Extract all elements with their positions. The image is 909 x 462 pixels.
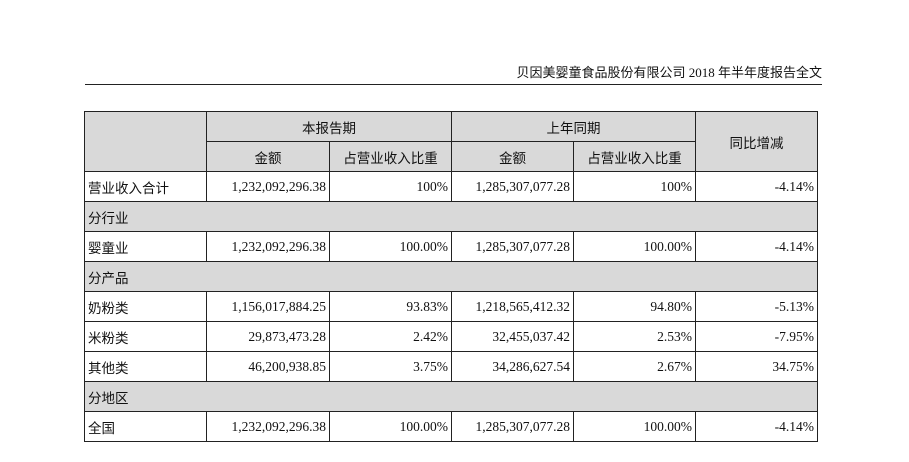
cell-value: 34.75% xyxy=(695,351,818,382)
cell-value: -4.14% xyxy=(695,171,818,202)
row-label: 其他类 xyxy=(84,351,207,382)
table-row: 本报告期 上年同期 同比增减 xyxy=(84,111,818,172)
cell-value: 93.83% xyxy=(329,291,452,322)
cell-value: 1,232,092,296.38 xyxy=(206,171,330,202)
table-row: 全国 1,232,092,296.38 100.00% 1,285,307,077.2… xyxy=(84,411,818,442)
cell-value: 1,232,092,296.38 xyxy=(206,231,330,262)
cell-value: 46,200,938.85 xyxy=(206,351,330,382)
cell-value: 1,285,307,077.28 xyxy=(451,411,574,442)
row-label: 奶粉类 xyxy=(84,291,207,322)
sub-header: 金额 xyxy=(206,141,330,172)
cell-value: 100% xyxy=(329,171,452,202)
table-row: 分产品 xyxy=(84,261,818,292)
sub-header: 金额 xyxy=(451,141,574,172)
cell-value: -5.13% xyxy=(695,291,818,322)
cell-value: 100.00% xyxy=(329,411,452,442)
corner-cell xyxy=(84,111,207,172)
revenue-table: 本报告期 上年同期 同比增减 金额 占营业收入比重 金额 占营业收入比重 营业收入合计 1,23… xyxy=(84,111,818,442)
table-row: 米粉类 29,873,473.28 2.42% 32,455,037.42 2.53% -… xyxy=(84,321,818,352)
table-row: 奶粉类 1,156,017,884.25 93.83% 1,218,565,412.3… xyxy=(84,291,818,322)
cell-value: 34,286,627.54 xyxy=(451,351,574,382)
cell-value: 2.42% xyxy=(329,321,452,352)
sub-header: 占营业收入比重 xyxy=(573,141,696,172)
group-header: 本报告期 xyxy=(206,111,452,142)
cell-value: 1,285,307,077.28 xyxy=(451,171,574,202)
section-label: 分产品 xyxy=(84,261,818,292)
cell-value: 2.67% xyxy=(573,351,696,382)
table-row: 分行业 xyxy=(84,201,818,232)
table-row: 分地区 xyxy=(84,381,818,412)
cell-value: 100.00% xyxy=(329,231,452,262)
table-row: 其他类 46,200,938.85 3.75% 34,286,627.54 2.67% 3… xyxy=(84,351,818,382)
table-row: 婴童业 1,232,092,296.38 100.00% 1,285,307,077.… xyxy=(84,231,818,262)
cell-value: 100% xyxy=(573,171,696,202)
group-header: 上年同期 xyxy=(451,111,696,142)
cell-value: 1,285,307,077.28 xyxy=(451,231,574,262)
row-label: 营业收入合计 xyxy=(84,171,207,202)
cell-value: -7.95% xyxy=(695,321,818,352)
table-row: 金额 占营业收入比重 金额 占营业收入比重 xyxy=(85,141,818,172)
section-label: 分地区 xyxy=(84,381,818,412)
cell-value: 32,455,037.42 xyxy=(451,321,574,352)
cell-value: 3.75% xyxy=(329,351,452,382)
cell-value: 1,232,092,296.38 xyxy=(206,411,330,442)
cell-value: 1,218,565,412.32 xyxy=(451,291,574,322)
cell-value: -4.14% xyxy=(695,231,818,262)
cell-value: 94.80% xyxy=(573,291,696,322)
sub-header: 占营业收入比重 xyxy=(329,141,452,172)
cell-value: 29,873,473.28 xyxy=(206,321,330,352)
cell-value: 100.00% xyxy=(573,231,696,262)
report-header: 贝因美婴童食品股份有限公司 2018 年半年度报告全文 xyxy=(85,63,822,85)
cell-value: 1,156,017,884.25 xyxy=(206,291,330,322)
section-label: 分行业 xyxy=(84,201,818,232)
row-label: 婴童业 xyxy=(84,231,207,262)
table-row: 营业收入合计 1,232,092,296.38 100% 1,285,307,077.… xyxy=(84,171,818,202)
cell-value: -4.14% xyxy=(695,411,818,442)
cell-value: 2.53% xyxy=(573,321,696,352)
group-header: 同比增减 xyxy=(695,111,818,172)
row-label: 全国 xyxy=(84,411,207,442)
cell-value: 100.00% xyxy=(573,411,696,442)
row-label: 米粉类 xyxy=(84,321,207,352)
